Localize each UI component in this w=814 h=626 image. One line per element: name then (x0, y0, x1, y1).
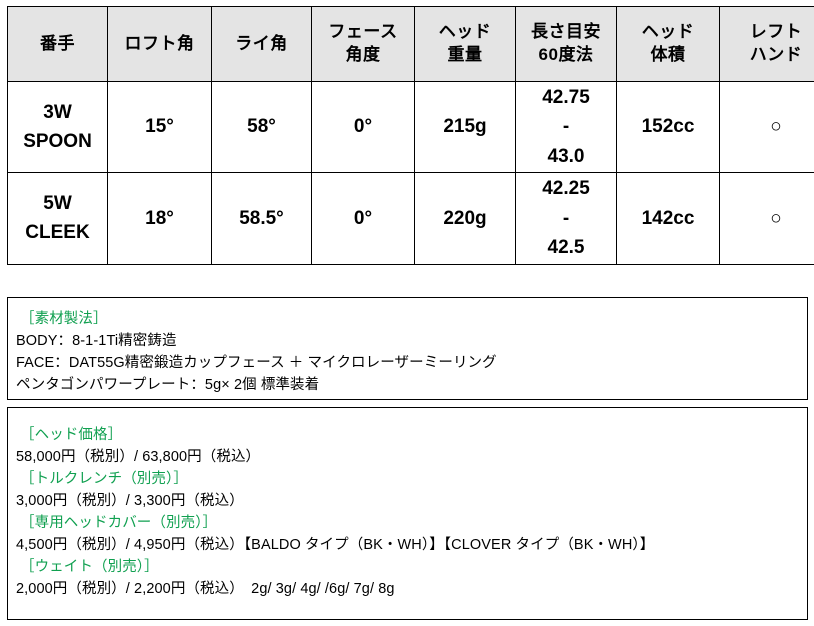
cell-model: 3W SPOON (7, 80, 108, 174)
column-header-left-hand: レフト ハンド (719, 6, 814, 82)
price-detail-torque-wrench: 3,000円（税別）/ 3,300円（税込） (16, 493, 244, 509)
column-header-model: 番手 (7, 6, 108, 82)
column-header-loft: ロフト角 (107, 6, 212, 82)
price-detail-weight: 2,000円（税別）/ 2,200円（税込） 2g/ 3g/ 4g/ /6g/ … (16, 581, 395, 597)
cell-length: 42.75 - 43.0 (515, 80, 617, 174)
table-header-row: 番手 ロフト角 ライ角 フェース 角度 ヘッド 重量 長さ目安 60度法 ヘッド… (7, 6, 814, 82)
cell-head-weight: 220g (414, 172, 516, 265)
price-box: ［ヘッド価格］ 58,000円（税別）/ 63,800円（税込） ［トルクレンチ… (7, 407, 808, 620)
column-header-length: 長さ目安 60度法 (515, 6, 617, 82)
cell-face-angle: 0° (311, 172, 415, 265)
cell-loft: 18° (107, 172, 212, 265)
price-heading-weight: ［ウェイト（別売）］ (20, 559, 159, 575)
cell-head-volume: 142cc (616, 172, 720, 265)
table-row: 3W SPOON 15° 58° 0° 215g 42.75 - 43.0 15… (7, 80, 814, 174)
material-line-face: FACE：DAT55G精密鍛造カップフェース ＋ マイクロレーザーミーリング (16, 355, 497, 371)
material-line-plate: ペンタゴンパワープレート：5g× 2個 標準装着 (16, 377, 320, 393)
spec-table-head: 番手 ロフト角 ライ角 フェース 角度 ヘッド 重量 長さ目安 60度法 ヘッド… (7, 6, 814, 82)
price-heading-head-cover: ［専用ヘッドカバー（別売）］ (20, 515, 218, 531)
price-heading-head: ［ヘッド価格］ (20, 427, 123, 443)
price-detail-head: 58,000円（税別）/ 63,800円（税込） (16, 449, 261, 465)
spec-table: 番手 ロフト角 ライ角 フェース 角度 ヘッド 重量 長さ目安 60度法 ヘッド… (7, 6, 814, 265)
price-box-content: ［ヘッド価格］ 58,000円（税別）/ 63,800円（税込） ［トルクレンチ… (8, 408, 807, 600)
table-row: 5W CLEEK 18° 58.5° 0° 220g 42.25 - 42.5 … (7, 172, 814, 265)
material-box-content: ［素材製法］ BODY：8-1-1Ti精密鋳造 FACE：DAT55G精密鍛造カ… (8, 298, 807, 396)
material-line-body: BODY：8-1-1Ti精密鋳造 (16, 333, 177, 349)
column-header-lie: ライ角 (211, 6, 312, 82)
cell-left-hand: ○ (719, 80, 814, 174)
material-construction-box: ［素材製法］ BODY：8-1-1Ti精密鋳造 FACE：DAT55G精密鍛造カ… (7, 297, 808, 400)
cell-face-angle: 0° (311, 80, 415, 174)
column-header-head-weight: ヘッド 重量 (414, 6, 516, 82)
spec-table-container: 番手 ロフト角 ライ角 フェース 角度 ヘッド 重量 長さ目安 60度法 ヘッド… (7, 6, 814, 265)
cell-left-hand: ○ (719, 172, 814, 265)
cell-loft: 15° (107, 80, 212, 174)
cell-head-weight: 215g (414, 80, 516, 174)
cell-length: 42.25 - 42.5 (515, 172, 617, 265)
material-heading: ［素材製法］ (20, 311, 108, 327)
spec-table-body: 3W SPOON 15° 58° 0° 215g 42.75 - 43.0 15… (7, 80, 814, 265)
price-heading-torque-wrench: ［トルクレンチ（別売）］ (20, 471, 188, 487)
cell-lie: 58.5° (211, 172, 312, 265)
cell-model: 5W CLEEK (7, 172, 108, 265)
cell-head-volume: 152cc (616, 80, 720, 174)
price-detail-head-cover: 4,500円（税別）/ 4,950円（税込）【BALDO タイプ（BK・WH）】… (16, 537, 655, 553)
cell-lie: 58° (211, 80, 312, 174)
column-header-face-angle: フェース 角度 (311, 6, 415, 82)
column-header-head-volume: ヘッド 体積 (616, 6, 720, 82)
